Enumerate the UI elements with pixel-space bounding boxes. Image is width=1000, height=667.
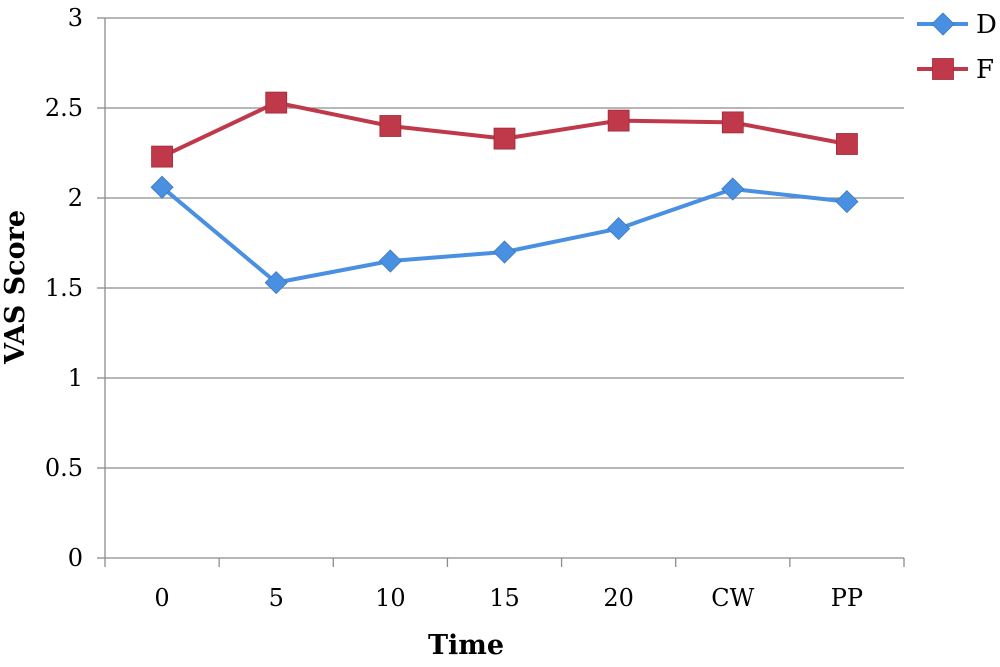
data-point-D (378, 249, 402, 273)
grid-lines (105, 17, 904, 469)
x-tick-label: PP (831, 584, 863, 612)
y-tick-label: 2.5 (45, 94, 83, 122)
y-axis-title: VAS Score (0, 210, 31, 365)
axes (97, 17, 905, 567)
x-tick-label: CW (711, 584, 754, 612)
y-tick-label: 0 (68, 544, 83, 572)
data-point-D (492, 240, 517, 264)
y-tick-label: 1 (68, 364, 83, 392)
legend-item-D: D (917, 10, 997, 40)
y-tick-label: 0.5 (45, 454, 83, 482)
data-point-F (151, 145, 173, 168)
y-tick-label: 1.5 (45, 274, 83, 302)
y-tick-label: 2 (68, 184, 83, 212)
data-point-D (721, 177, 745, 201)
x-tick-label: 10 (375, 584, 406, 612)
legend-item-F: F (917, 55, 994, 85)
x-tick-label: 5 (269, 584, 284, 612)
x-tick-label: 15 (489, 584, 520, 612)
x-tick-labels: 0 5 10 15 20 CW PP (154, 584, 863, 612)
x-axis-title: Time (428, 630, 504, 661)
data-point-D (264, 271, 288, 295)
legend-marker (931, 12, 955, 36)
series (150, 91, 859, 295)
legend-marker (932, 58, 954, 80)
data-point-D (835, 190, 859, 214)
x-tick-label: 20 (603, 584, 634, 612)
data-point-F (721, 111, 744, 134)
series-F (151, 91, 858, 168)
data-point-F (379, 115, 402, 137)
data-point-D (607, 217, 631, 241)
data-point-F (607, 109, 630, 132)
legend-label: D (976, 10, 997, 40)
legend: DF (917, 10, 997, 85)
data-point-D (150, 175, 174, 199)
series-D (150, 175, 859, 295)
data-point-F (493, 127, 516, 150)
series-line-D (160, 185, 848, 285)
y-tick-labels: 0 0.5 1 1.5 2 2.5 3 (45, 4, 83, 572)
data-point-F (836, 133, 858, 155)
y-tick-label: 3 (68, 4, 83, 32)
legend-label: F (976, 55, 994, 85)
data-point-F (265, 91, 288, 114)
x-tick-label: 0 (154, 584, 169, 612)
